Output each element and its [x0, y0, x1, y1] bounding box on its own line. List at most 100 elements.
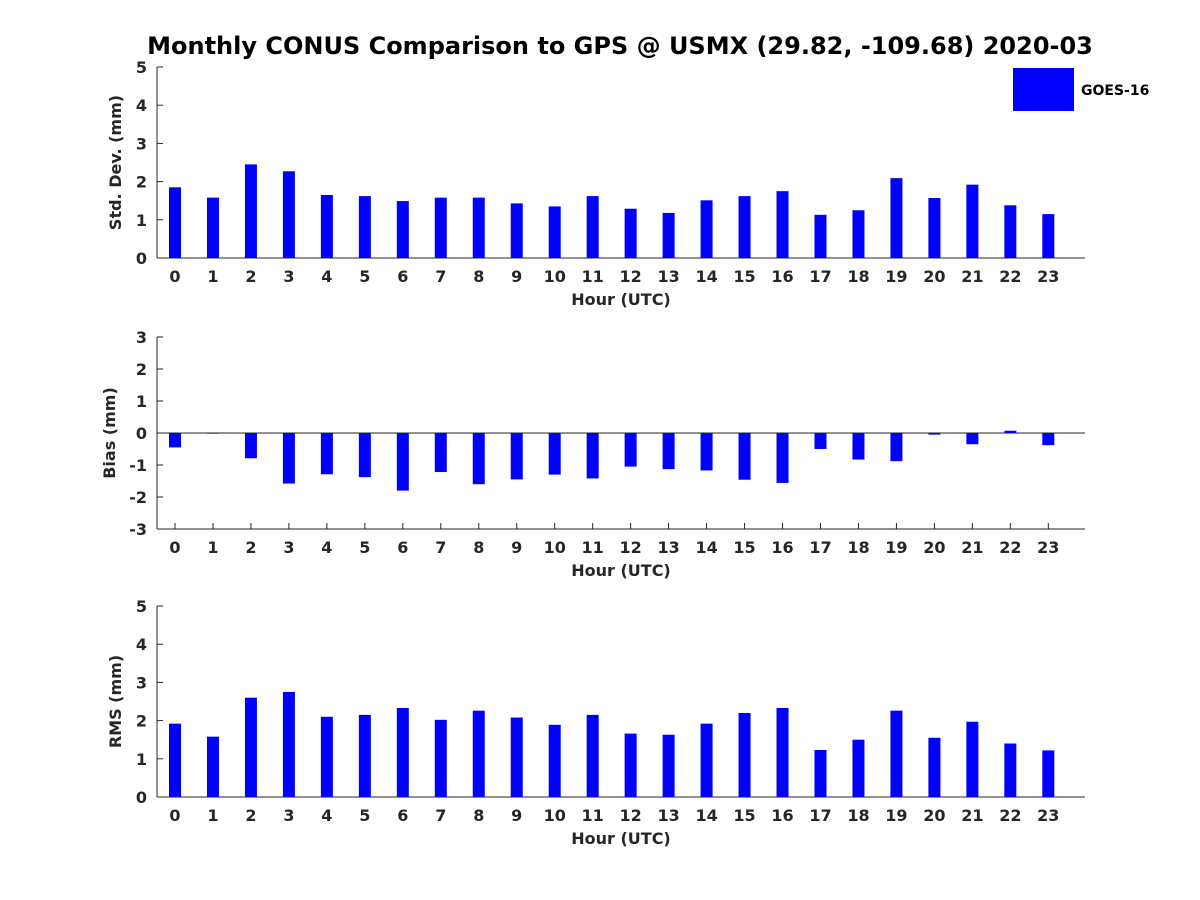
- rms-bar: [966, 721, 979, 797]
- rms-y-tick-label: 2: [136, 712, 147, 731]
- std-dev-x-tick-label: 22: [999, 267, 1021, 286]
- bias-bar: [586, 433, 599, 479]
- bias-bar: [206, 433, 219, 434]
- bias-y-tick-label: 3: [136, 328, 147, 347]
- rms-bar: [396, 707, 409, 797]
- bias-x-tick-label: 14: [695, 538, 717, 557]
- bias-bar: [700, 433, 713, 471]
- rms-bar: [169, 723, 181, 797]
- rms-y-tick-label: 1: [136, 750, 147, 769]
- bias-x-tick-label: 16: [771, 538, 793, 557]
- rms-y-tick-label: 5: [136, 597, 147, 616]
- legend: GOES-16: [1013, 68, 1149, 111]
- std-dev-bar: [890, 178, 903, 258]
- std-dev-x-tick-label: 11: [582, 267, 604, 286]
- bias-bar: [396, 433, 409, 491]
- bias-y-tick-label: 1: [136, 392, 147, 411]
- rms-x-tick-label: 18: [847, 806, 869, 825]
- bias-bar: [814, 433, 827, 449]
- std-dev-bar: [776, 191, 789, 258]
- std-dev-bar: [814, 214, 827, 258]
- std-dev-y-tick-label: 3: [136, 134, 147, 153]
- rms-x-tick-label: 13: [657, 806, 679, 825]
- bias-bar: [282, 433, 295, 484]
- std-dev-bar: [206, 197, 219, 258]
- rms-x-tick-label: 4: [321, 806, 332, 825]
- rms-bar: [738, 712, 751, 797]
- rms-bar: [282, 691, 295, 797]
- legend-swatch: [1013, 68, 1074, 111]
- rms-x-tick-label: 15: [733, 806, 755, 825]
- bias-x-tick-label: 10: [544, 538, 566, 557]
- rms-bar: [1042, 750, 1055, 797]
- rms-bar: [472, 710, 485, 797]
- bias-bar: [966, 433, 979, 445]
- rms-x-tick-label: 9: [511, 806, 522, 825]
- bias-bar: [928, 433, 941, 435]
- std-dev-x-tick-label: 3: [283, 267, 294, 286]
- rms-x-tick-label: 21: [961, 806, 983, 825]
- bias-bar: [358, 433, 371, 478]
- bias-y-axis-label: Bias (mm): [100, 387, 119, 479]
- rms-x-tick-label: 6: [397, 806, 408, 825]
- std-dev-bar: [738, 196, 751, 258]
- bias-bar: [320, 433, 333, 475]
- std-dev-x-axis-label: Hour (UTC): [571, 290, 671, 309]
- std-dev-x-tick-label: 1: [207, 267, 218, 286]
- bias-x-axis-label: Hour (UTC): [571, 561, 671, 580]
- std-dev-bar: [434, 197, 447, 258]
- bias-x-tick-label: 4: [321, 538, 332, 557]
- bias-x-tick-label: 13: [657, 538, 679, 557]
- std-dev-bar: [244, 164, 257, 258]
- bias-x-tick-label: 3: [283, 538, 294, 557]
- bias-x-tick-label: 11: [582, 538, 604, 557]
- rms-bar: [586, 714, 599, 797]
- bias-y-tick-label: -1: [129, 456, 147, 475]
- std-dev-x-tick-label: 13: [657, 267, 679, 286]
- std-dev-x-tick-label: 20: [923, 267, 945, 286]
- rms-bar: [700, 723, 713, 797]
- rms-y-tick-label: 4: [136, 635, 147, 654]
- rms-bar: [624, 733, 637, 797]
- rms-x-tick-label: 7: [435, 806, 446, 825]
- rms-y-tick-label: 3: [136, 673, 147, 692]
- std-dev-bar: [396, 201, 409, 258]
- bias-x-tick-label: 18: [847, 538, 869, 557]
- std-dev-bar: [1004, 205, 1017, 258]
- rms-x-tick-label: 11: [582, 806, 604, 825]
- bias-x-tick-label: 19: [885, 538, 907, 557]
- bias-x-tick-label: 17: [809, 538, 831, 557]
- rms-bar: [776, 707, 789, 797]
- std-dev-y-tick-label: 5: [136, 58, 147, 77]
- bias-bar: [738, 433, 751, 480]
- rms-bar: [852, 739, 865, 797]
- rms-x-tick-label: 19: [885, 806, 907, 825]
- rms-bar: [928, 737, 941, 797]
- bias-bar: [776, 433, 789, 483]
- bias-bar: [169, 433, 181, 448]
- bias-y-tick-label: -2: [129, 488, 147, 507]
- bias-x-tick-label: 22: [999, 538, 1021, 557]
- std-dev-bar: [510, 203, 523, 258]
- bias-x-tick-label: 12: [620, 538, 642, 557]
- bias-x-tick-label: 1: [207, 538, 218, 557]
- bias-bar: [434, 433, 447, 473]
- std-dev-x-tick-label: 14: [695, 267, 717, 286]
- std-dev-x-tick-label: 17: [809, 267, 831, 286]
- bias-x-tick-label: 15: [733, 538, 755, 557]
- bias-x-tick-label: 21: [961, 538, 983, 557]
- bias-x-tick-label: 9: [511, 538, 522, 557]
- std-dev-x-tick-label: 0: [169, 267, 180, 286]
- rms-y-axis-label: RMS (mm): [106, 655, 125, 748]
- std-dev-bar: [472, 197, 485, 258]
- bias-bar: [548, 433, 561, 475]
- bias-y-tick-label: 0: [136, 424, 147, 443]
- std-dev-bar: [282, 171, 295, 258]
- std-dev-bar: [852, 210, 865, 258]
- rms-x-tick-label: 1: [207, 806, 218, 825]
- bias-x-tick-label: 7: [435, 538, 446, 557]
- std-dev-x-tick-label: 21: [961, 267, 983, 286]
- std-dev-bar: [169, 187, 181, 258]
